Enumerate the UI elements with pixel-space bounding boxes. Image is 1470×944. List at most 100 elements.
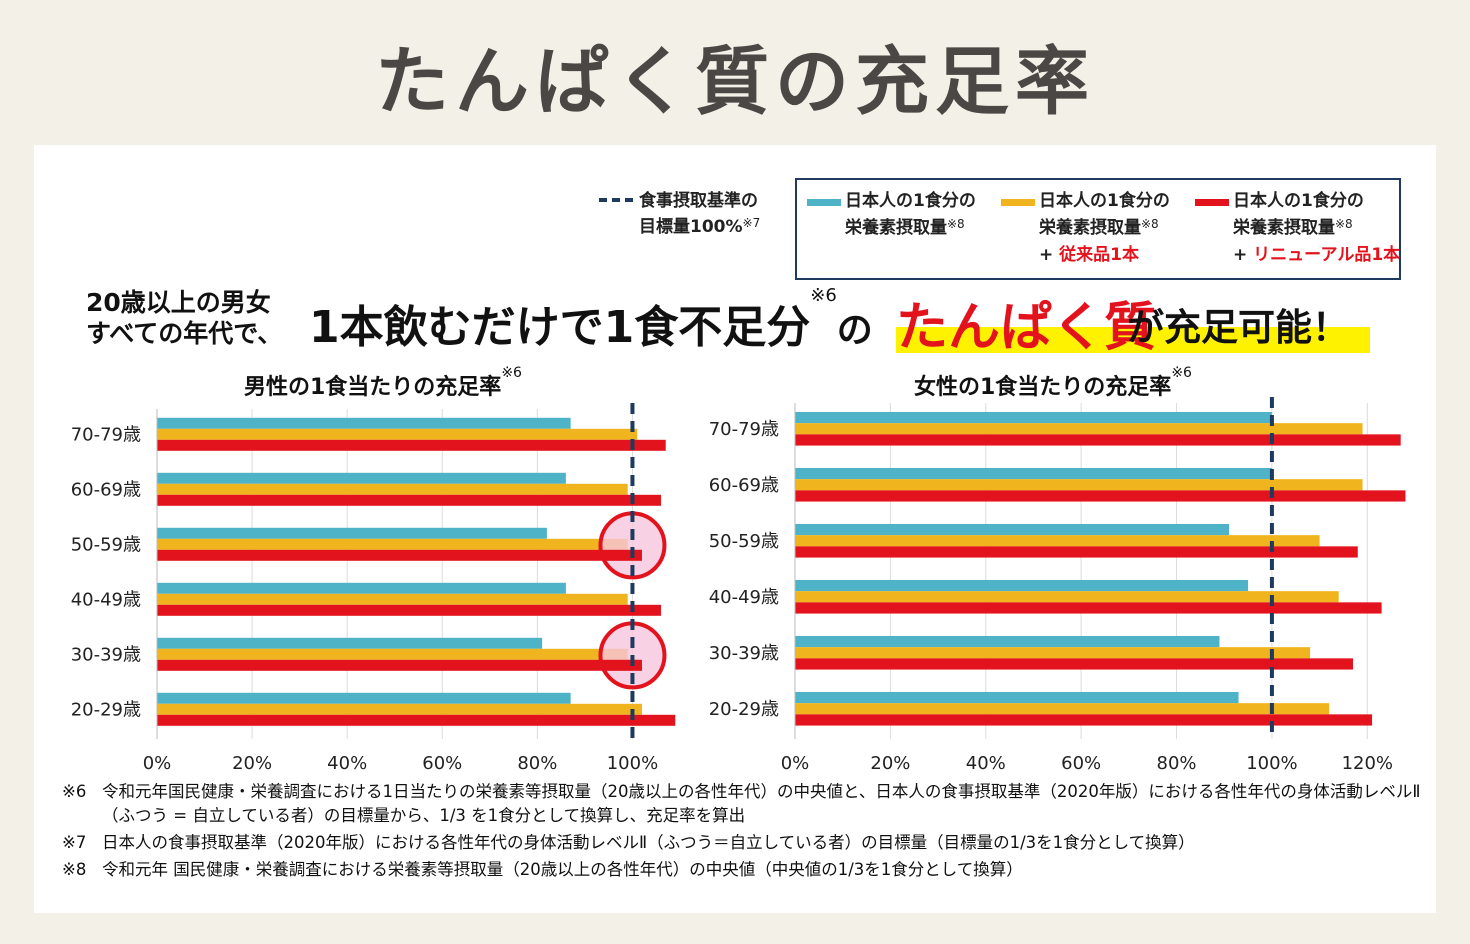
bar <box>157 692 571 704</box>
x-tick-label: 80% <box>1157 753 1197 774</box>
legend-base-note: ※8 <box>947 217 965 231</box>
x-tick-label: 60% <box>1061 753 1101 774</box>
bar <box>157 714 676 726</box>
guide-legend-line2: 目標量100% <box>639 217 743 237</box>
bar <box>795 579 1249 592</box>
category-label: 70-79歳 <box>709 419 779 440</box>
legend-old-line1: 日本人の1食分の <box>1039 191 1170 211</box>
male-chart-title: 男性の1食当たりの充足率※6 <box>244 365 522 401</box>
bar <box>157 527 547 539</box>
footnote-item: ※8 令和元年 国民健康・栄養調査における栄養素等摂取量（20歳以上の各性年代）… <box>62 858 1422 882</box>
category-label: 60-69歳 <box>709 475 779 496</box>
bar <box>795 490 1406 502</box>
headline-emphasis: たんぱく質 <box>896 298 1157 358</box>
headline-connector: の <box>836 310 873 351</box>
headline-left-line2: すべての年代で、 <box>86 319 283 348</box>
bar <box>157 494 661 506</box>
dashed-line-icon <box>599 198 633 202</box>
bar <box>795 479 1363 491</box>
bar <box>795 434 1401 446</box>
x-tick-label: 0% <box>143 753 172 774</box>
male-chart-title-note: ※6 <box>501 365 522 381</box>
legend-renewal-line1: 日本人の1食分の <box>1233 191 1364 211</box>
bar <box>795 467 1272 480</box>
bar <box>157 549 642 561</box>
category-label: 30-39歳 <box>709 643 779 664</box>
bar <box>157 593 628 605</box>
female-chart-title-note: ※6 <box>1171 365 1192 381</box>
guide-legend-line1: 食事摂取基準の <box>639 191 758 211</box>
content-card: 食事摂取基準の 目標量100%※7 日本人の1食分の 栄養素摂取量※8 日本人の… <box>34 145 1436 913</box>
bar <box>795 647 1311 659</box>
bar <box>157 472 566 484</box>
legend-text-base: 日本人の1食分の 栄養素摂取量※8 <box>845 188 976 242</box>
legend-old-extra: 従来品1本 <box>1059 245 1140 265</box>
bar <box>602 659 642 671</box>
footnote-text: 令和元年 国民健康・栄養調査における栄養素等摂取量（20歳以上の各性年代）の中央… <box>102 860 1023 879</box>
footnote-text: 日本人の食事摂取基準（2020年版）における各性年代の身体活動レベルⅡ（ふつう＝… <box>102 833 1195 852</box>
x-tick-label: 60% <box>422 753 462 774</box>
legend-text-renewal: 日本人の1食分の 栄養素摂取量※8 + リニューアル品1本 <box>1233 188 1400 269</box>
bar <box>157 582 566 594</box>
bar <box>795 703 1330 715</box>
x-tick-label: 100% <box>1246 753 1297 774</box>
legend-renewal-plus: + <box>1233 245 1254 265</box>
male-chart-title-text: 男性の1食当たりの充足率 <box>244 375 502 400</box>
footnote-item: ※6 令和元年国民健康・栄養調査における1日当たりの栄養素等摂取量（20歳以上の… <box>62 780 1422 828</box>
footnote-mark: ※8 <box>62 860 87 879</box>
male-chart: 男性の1食当たりの充足率※6 0% 20% 40% 60% 80% 100% 70-79歳 6… <box>34 365 694 785</box>
bar <box>157 417 571 429</box>
bar <box>157 659 642 671</box>
page-title: たんぱく質の充足率 <box>375 39 1095 125</box>
footnote-item: ※7 日本人の食事摂取基準（2020年版）における各性年代の身体活動レベルⅡ（ふ… <box>62 831 1422 855</box>
bar <box>795 691 1239 704</box>
legend-base-line2: 栄養素摂取量 <box>845 218 947 238</box>
legend-swatch-renewal <box>1195 199 1229 206</box>
x-tick-label: 20% <box>870 753 910 774</box>
bar <box>157 483 628 495</box>
legend-base-line1: 日本人の1食分の <box>845 191 976 211</box>
bar <box>795 591 1339 603</box>
bar <box>157 604 661 616</box>
x-tick-label: 120% <box>1342 753 1393 774</box>
bar <box>795 714 1373 726</box>
footnote-mark: ※6 <box>62 782 87 801</box>
headline-left-line1: 20歳以上の男女 <box>86 288 271 317</box>
x-tick-label: 80% <box>517 753 557 774</box>
guide-legend-text: 食事摂取基準の 目標量100%※7 <box>639 188 829 240</box>
bar <box>795 523 1229 536</box>
category-label: 40-49歳 <box>71 589 141 610</box>
bar <box>157 538 628 550</box>
guide-legend-note: ※7 <box>742 216 761 230</box>
footnotes: ※6 令和元年国民健康・栄養調査における1日当たりの栄養素等摂取量（20歳以上の… <box>62 780 1422 885</box>
footnote-text: 令和元年国民健康・栄養調査における1日当たりの栄養素等摂取量（20歳以上の各性年… <box>102 782 1421 825</box>
bar <box>795 423 1363 435</box>
headline-left: 20歳以上の男女 すべての年代で、 <box>86 287 282 349</box>
category-label: 50-59歳 <box>71 534 141 555</box>
bar <box>795 535 1320 547</box>
category-label: 50-59歳 <box>709 531 779 552</box>
footnote-mark: ※7 <box>62 833 87 852</box>
headline-ending: が充足可能！ <box>1127 306 1349 349</box>
x-tick-label: 100% <box>607 753 658 774</box>
category-label: 70-79歳 <box>71 424 141 445</box>
bar <box>157 637 543 649</box>
category-label: 30-39歳 <box>71 644 141 665</box>
x-tick-label: 0% <box>781 753 810 774</box>
x-tick-label: 20% <box>232 753 272 774</box>
bar <box>157 703 642 715</box>
x-tick-label: 40% <box>327 753 367 774</box>
category-label: 40-49歳 <box>709 587 779 608</box>
bar <box>157 648 628 660</box>
bar <box>795 635 1220 648</box>
bar <box>157 439 666 451</box>
female-chart-title: 女性の1食当たりの充足率※6 <box>914 365 1192 401</box>
headline-main: 1本飲むだけで1食不足分※6 の <box>309 285 873 355</box>
male-chart-plot: 0% 20% 40% 60% 80% 100% 70-79歳 60-69歳 50-59歳 40-4… <box>71 403 676 774</box>
legend-renewal-line2: 栄養素摂取量 <box>1233 218 1335 238</box>
series-legend: 日本人の1食分の 栄養素摂取量※8 日本人の1食分の 栄養素摂取量※8 + 従来… <box>795 178 1401 280</box>
bar <box>795 546 1358 558</box>
category-label: 60-69歳 <box>71 479 141 500</box>
female-chart-plot: 0% 20% 40% 60% 80% 100% 120% 70-79歳 60-69歳 50-59歳… <box>709 397 1406 774</box>
legend-swatch-base <box>807 199 841 206</box>
